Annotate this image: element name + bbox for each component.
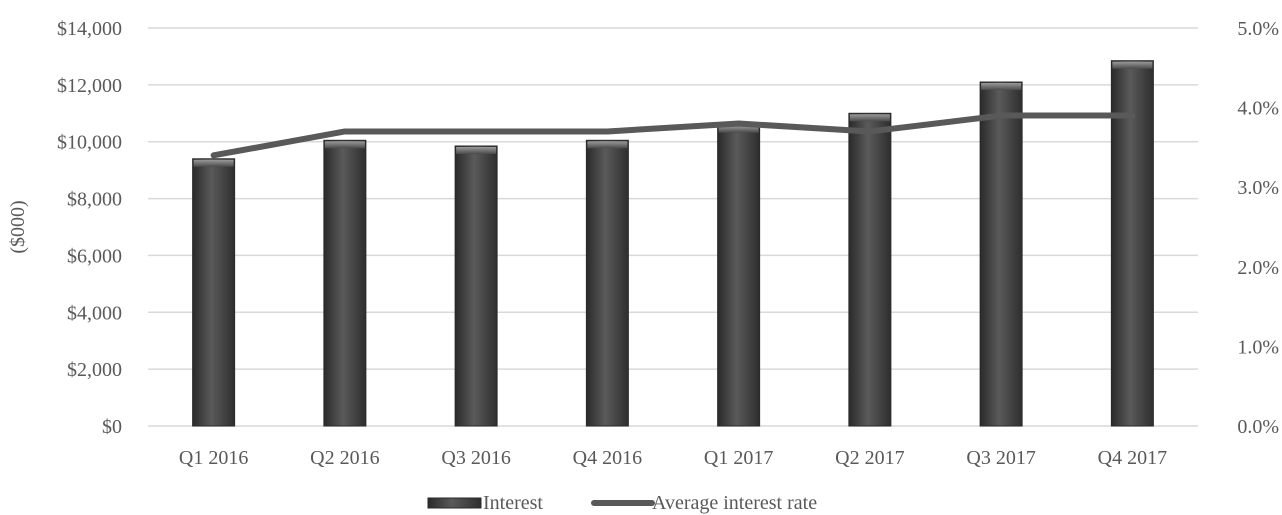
- y-axis-right-ticks: 0.0% 1.0% 2.0% 3.0% 4.0% 5.0%: [1237, 18, 1279, 438]
- y-tick-label: $12,000: [57, 75, 122, 97]
- bar: [848, 112, 892, 427]
- x-tick-label: Q4 2017: [1098, 447, 1167, 469]
- rate-point: [606, 130, 608, 132]
- bar: [1110, 60, 1154, 427]
- y-tick-label: $6,000: [67, 245, 122, 267]
- y-axis-left-ticks: $0 $2,000 $4,000 $6,000 $8,000 $10,000 $12,000…: [57, 18, 122, 438]
- legend-swatch-interest: [427, 497, 482, 509]
- x-tick-label: Q3 2016: [441, 447, 510, 469]
- rate-point: [1000, 115, 1002, 117]
- x-tick-label: Q2 2016: [310, 447, 379, 469]
- bar: [717, 124, 761, 427]
- x-tick-label: Q1 2017: [704, 447, 773, 469]
- rate-point: [213, 154, 215, 156]
- rate-point: [869, 130, 871, 132]
- rate-point: [738, 123, 740, 125]
- y-tick-label: $14,000: [57, 18, 122, 40]
- y2-tick-label: 3.0%: [1237, 177, 1279, 199]
- x-axis-ticks: Q1 2016 Q2 2016 Q3 2016 Q4 2016 Q1 2017 Q2 20…: [179, 447, 1167, 469]
- x-tick-label: Q4 2016: [573, 447, 642, 469]
- rate-point: [475, 130, 477, 132]
- x-tick-label: Q1 2016: [179, 447, 248, 469]
- line-series-average-interest-rate: [210, 112, 1136, 159]
- y-tick-label: $8,000: [67, 189, 122, 211]
- y2-tick-label: 0.0%: [1237, 416, 1279, 438]
- rate-point: [344, 130, 346, 132]
- bar: [585, 139, 629, 427]
- y-tick-label: $10,000: [57, 132, 122, 154]
- rate-point: [1131, 115, 1133, 117]
- bar: [979, 81, 1023, 427]
- y2-tick-label: 1.0%: [1237, 336, 1279, 358]
- y2-tick-label: 5.0%: [1237, 18, 1279, 40]
- y-tick-label: $4,000: [67, 302, 122, 324]
- y2-tick-label: 2.0%: [1237, 257, 1279, 279]
- rate-line: [210, 112, 1136, 159]
- x-tick-label: Q2 2017: [835, 447, 904, 469]
- y-tick-label: $2,000: [67, 359, 122, 381]
- x-tick-label: Q3 2017: [966, 447, 1035, 469]
- legend-label-interest: Interest: [483, 492, 543, 514]
- bar: [323, 139, 367, 427]
- y-tick-label: $0: [102, 416, 122, 438]
- y2-tick-label: 4.0%: [1237, 98, 1279, 120]
- gridlines: [148, 27, 1198, 427]
- bar-series-interest: [192, 60, 1154, 427]
- bar: [192, 158, 236, 427]
- bar: [454, 145, 498, 427]
- y-axis-title: ($000): [7, 200, 29, 253]
- legend-label-average-interest-rate: Average interest rate: [652, 492, 817, 514]
- legend: Interest Average interest rate: [427, 492, 817, 514]
